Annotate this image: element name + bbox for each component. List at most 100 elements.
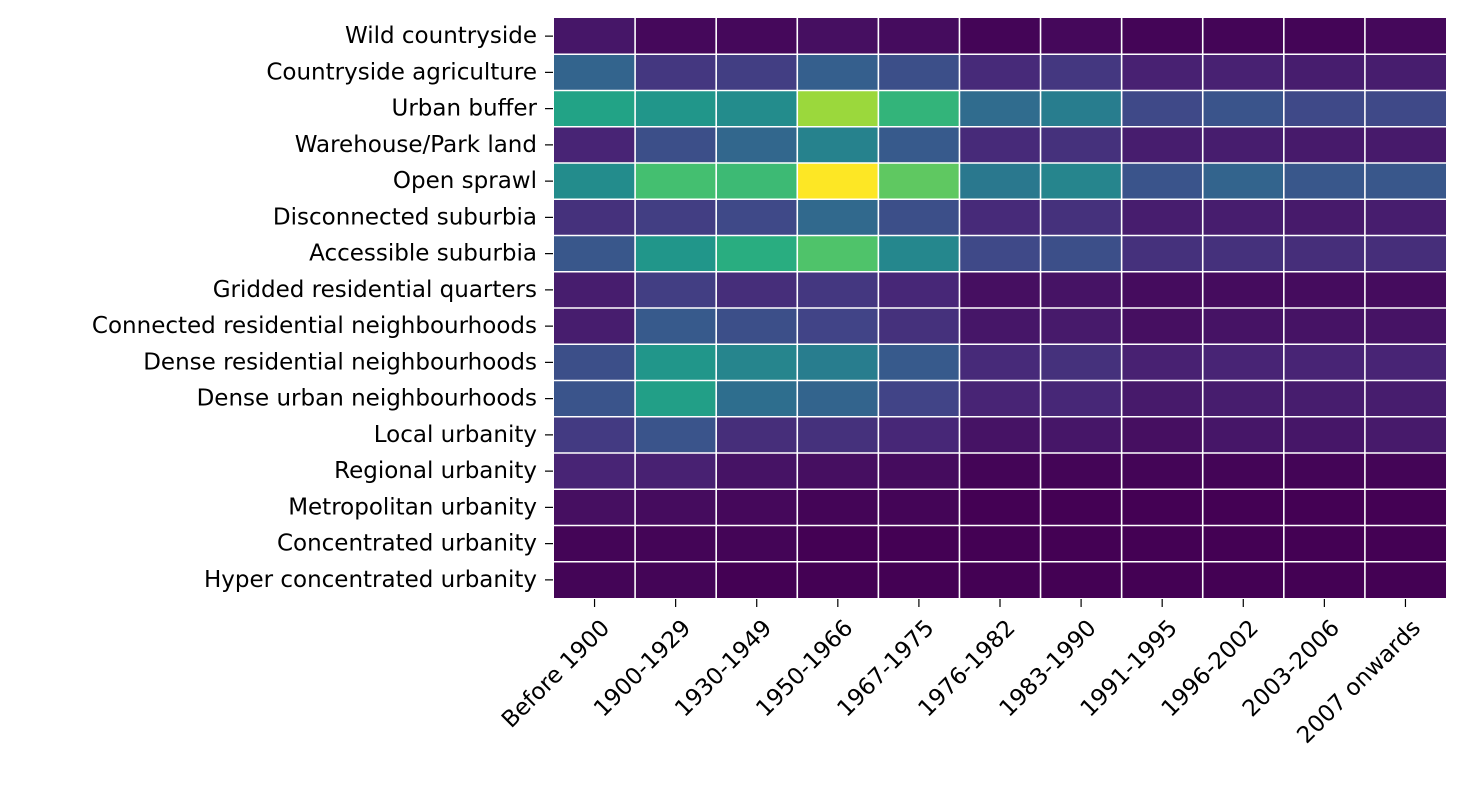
heatmap-cell bbox=[1040, 54, 1122, 91]
heatmap-cell bbox=[716, 271, 798, 308]
heatmap-cell bbox=[1283, 561, 1365, 598]
heatmap-cell bbox=[797, 18, 879, 55]
heatmap-cell bbox=[554, 199, 636, 236]
heatmap-cell bbox=[959, 18, 1041, 55]
heatmap-cell bbox=[797, 199, 879, 236]
heatmap-cell bbox=[878, 453, 960, 490]
heatmap-cell bbox=[1040, 344, 1122, 381]
y-tick-label: Countryside agriculture bbox=[266, 59, 537, 85]
heatmap-cell bbox=[716, 90, 798, 127]
y-tick-label: Connected residential neighbourhoods bbox=[92, 313, 537, 339]
heatmap-cell bbox=[878, 271, 960, 308]
heatmap-cell bbox=[1283, 18, 1365, 55]
heatmap-cell bbox=[1040, 271, 1122, 308]
heatmap-cell bbox=[1283, 271, 1365, 308]
heatmap-cell bbox=[635, 416, 717, 453]
y-tick-label: Gridded residential quarters bbox=[213, 277, 537, 303]
heatmap-cell bbox=[1283, 344, 1365, 381]
y-tick-label: Local urbanity bbox=[374, 422, 537, 448]
heatmap-cell bbox=[1364, 271, 1446, 308]
heatmap-cell bbox=[635, 525, 717, 562]
heatmap-cell bbox=[716, 199, 798, 236]
heatmap-cell bbox=[1121, 54, 1203, 91]
heatmap-cell bbox=[1040, 380, 1122, 417]
heatmap-cell bbox=[1121, 271, 1203, 308]
heatmap-cell bbox=[1364, 18, 1446, 55]
heatmap-cell bbox=[716, 525, 798, 562]
heatmap-cell bbox=[959, 489, 1041, 526]
heatmap-cell bbox=[1040, 235, 1122, 272]
heatmap-cell bbox=[1121, 163, 1203, 200]
heatmap-cell bbox=[1202, 235, 1284, 272]
heatmap-cell bbox=[1121, 416, 1203, 453]
heatmap-cells bbox=[554, 18, 1446, 598]
heatmap-cell bbox=[1121, 90, 1203, 127]
heatmap-cell bbox=[716, 308, 798, 345]
heatmap-cell bbox=[716, 561, 798, 598]
heatmap-cell bbox=[878, 235, 960, 272]
y-axis: Wild countryside Countryside agriculture U… bbox=[92, 23, 553, 593]
heatmap-cell bbox=[797, 126, 879, 163]
heatmap-cell bbox=[878, 380, 960, 417]
heatmap-cell bbox=[797, 344, 879, 381]
y-tick-label: Regional urbanity bbox=[334, 458, 537, 484]
y-tick-label: Open sprawl bbox=[393, 168, 537, 194]
heatmap-cell bbox=[1283, 489, 1365, 526]
heatmap-cell bbox=[878, 126, 960, 163]
heatmap-cell bbox=[1364, 199, 1446, 236]
heatmap-cell bbox=[878, 54, 960, 91]
heatmap-cell bbox=[878, 344, 960, 381]
heatmap-cell bbox=[1283, 54, 1365, 91]
heatmap-cell bbox=[1040, 163, 1122, 200]
heatmap-cell bbox=[1040, 561, 1122, 598]
heatmap-cell bbox=[1202, 271, 1284, 308]
y-tick-label: Warehouse/Park land bbox=[295, 132, 537, 158]
heatmap-cell bbox=[1121, 561, 1203, 598]
heatmap-cell bbox=[1283, 380, 1365, 417]
heatmap-cell bbox=[554, 90, 636, 127]
heatmap-cell bbox=[878, 489, 960, 526]
heatmap-cell bbox=[554, 235, 636, 272]
heatmap-cell bbox=[1202, 54, 1284, 91]
heatmap-cell bbox=[959, 90, 1041, 127]
heatmap-cell bbox=[797, 453, 879, 490]
heatmap-cell bbox=[635, 271, 717, 308]
heatmap-cell bbox=[1040, 308, 1122, 345]
heatmap-cell bbox=[716, 380, 798, 417]
heatmap-cell bbox=[959, 561, 1041, 598]
heatmap-cell bbox=[797, 90, 879, 127]
heatmap-cell bbox=[1364, 126, 1446, 163]
heatmap-cell bbox=[878, 163, 960, 200]
heatmap-cell bbox=[554, 416, 636, 453]
heatmap-cell bbox=[1202, 489, 1284, 526]
heatmap-cell bbox=[1364, 308, 1446, 345]
heatmap-cell bbox=[959, 416, 1041, 453]
heatmap-cell bbox=[959, 163, 1041, 200]
heatmap-cell bbox=[1202, 344, 1284, 381]
heatmap-cell bbox=[716, 235, 798, 272]
heatmap-cell bbox=[1202, 416, 1284, 453]
heatmap-cell bbox=[1202, 561, 1284, 598]
heatmap-cell bbox=[1040, 416, 1122, 453]
heatmap-cell bbox=[1040, 126, 1122, 163]
heatmap-cell bbox=[959, 380, 1041, 417]
heatmap-cell bbox=[1364, 489, 1446, 526]
y-tick-label: Dense urban neighbourhoods bbox=[197, 386, 537, 412]
heatmap-cell bbox=[554, 561, 636, 598]
heatmap-cell bbox=[1283, 199, 1365, 236]
y-tick-label: Dense residential neighbourhoods bbox=[143, 349, 537, 375]
heatmap-cell bbox=[554, 126, 636, 163]
heatmap-cell bbox=[635, 163, 717, 200]
heatmap-cell bbox=[1040, 199, 1122, 236]
heatmap-cell bbox=[635, 453, 717, 490]
heatmap-cell bbox=[1283, 416, 1365, 453]
heatmap-cell bbox=[959, 308, 1041, 345]
heatmap-cell bbox=[635, 489, 717, 526]
heatmap-cell bbox=[797, 489, 879, 526]
heatmap-cell bbox=[1364, 561, 1446, 598]
y-tick-label: Accessible suburbia bbox=[309, 241, 537, 267]
y-tick-label: Urban buffer bbox=[391, 96, 537, 122]
heatmap-cell bbox=[1040, 489, 1122, 526]
heatmap-cell bbox=[1283, 453, 1365, 490]
